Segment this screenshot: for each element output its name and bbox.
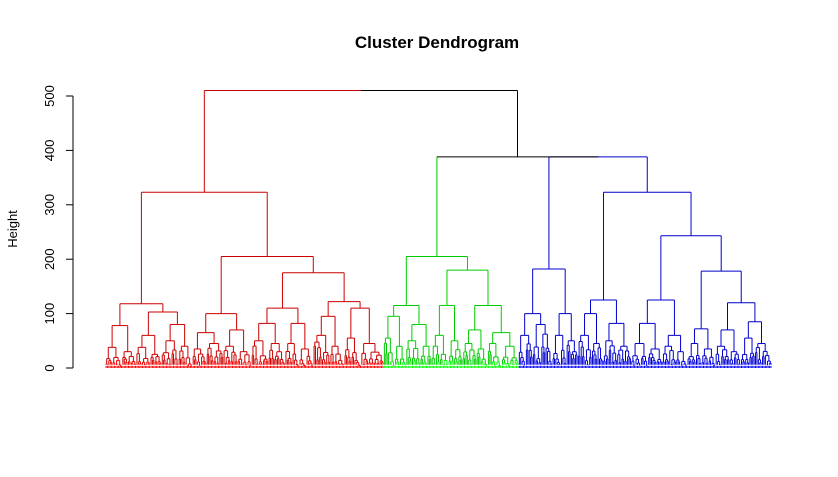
y-axis-label: Height [5,210,20,248]
y-tick-label: 500 [42,85,57,107]
y-axis: 0 100 200 300 400 500 [42,85,74,372]
y-tick-label: 300 [42,194,57,216]
y-tick-label: 100 [42,303,57,325]
y-tick-label: 0 [42,364,57,371]
y-tick-label: 400 [42,140,57,162]
chart-title: Cluster Dendrogram [355,33,519,52]
dendrogram-tree [105,90,772,368]
y-tick-label: 200 [42,248,57,270]
